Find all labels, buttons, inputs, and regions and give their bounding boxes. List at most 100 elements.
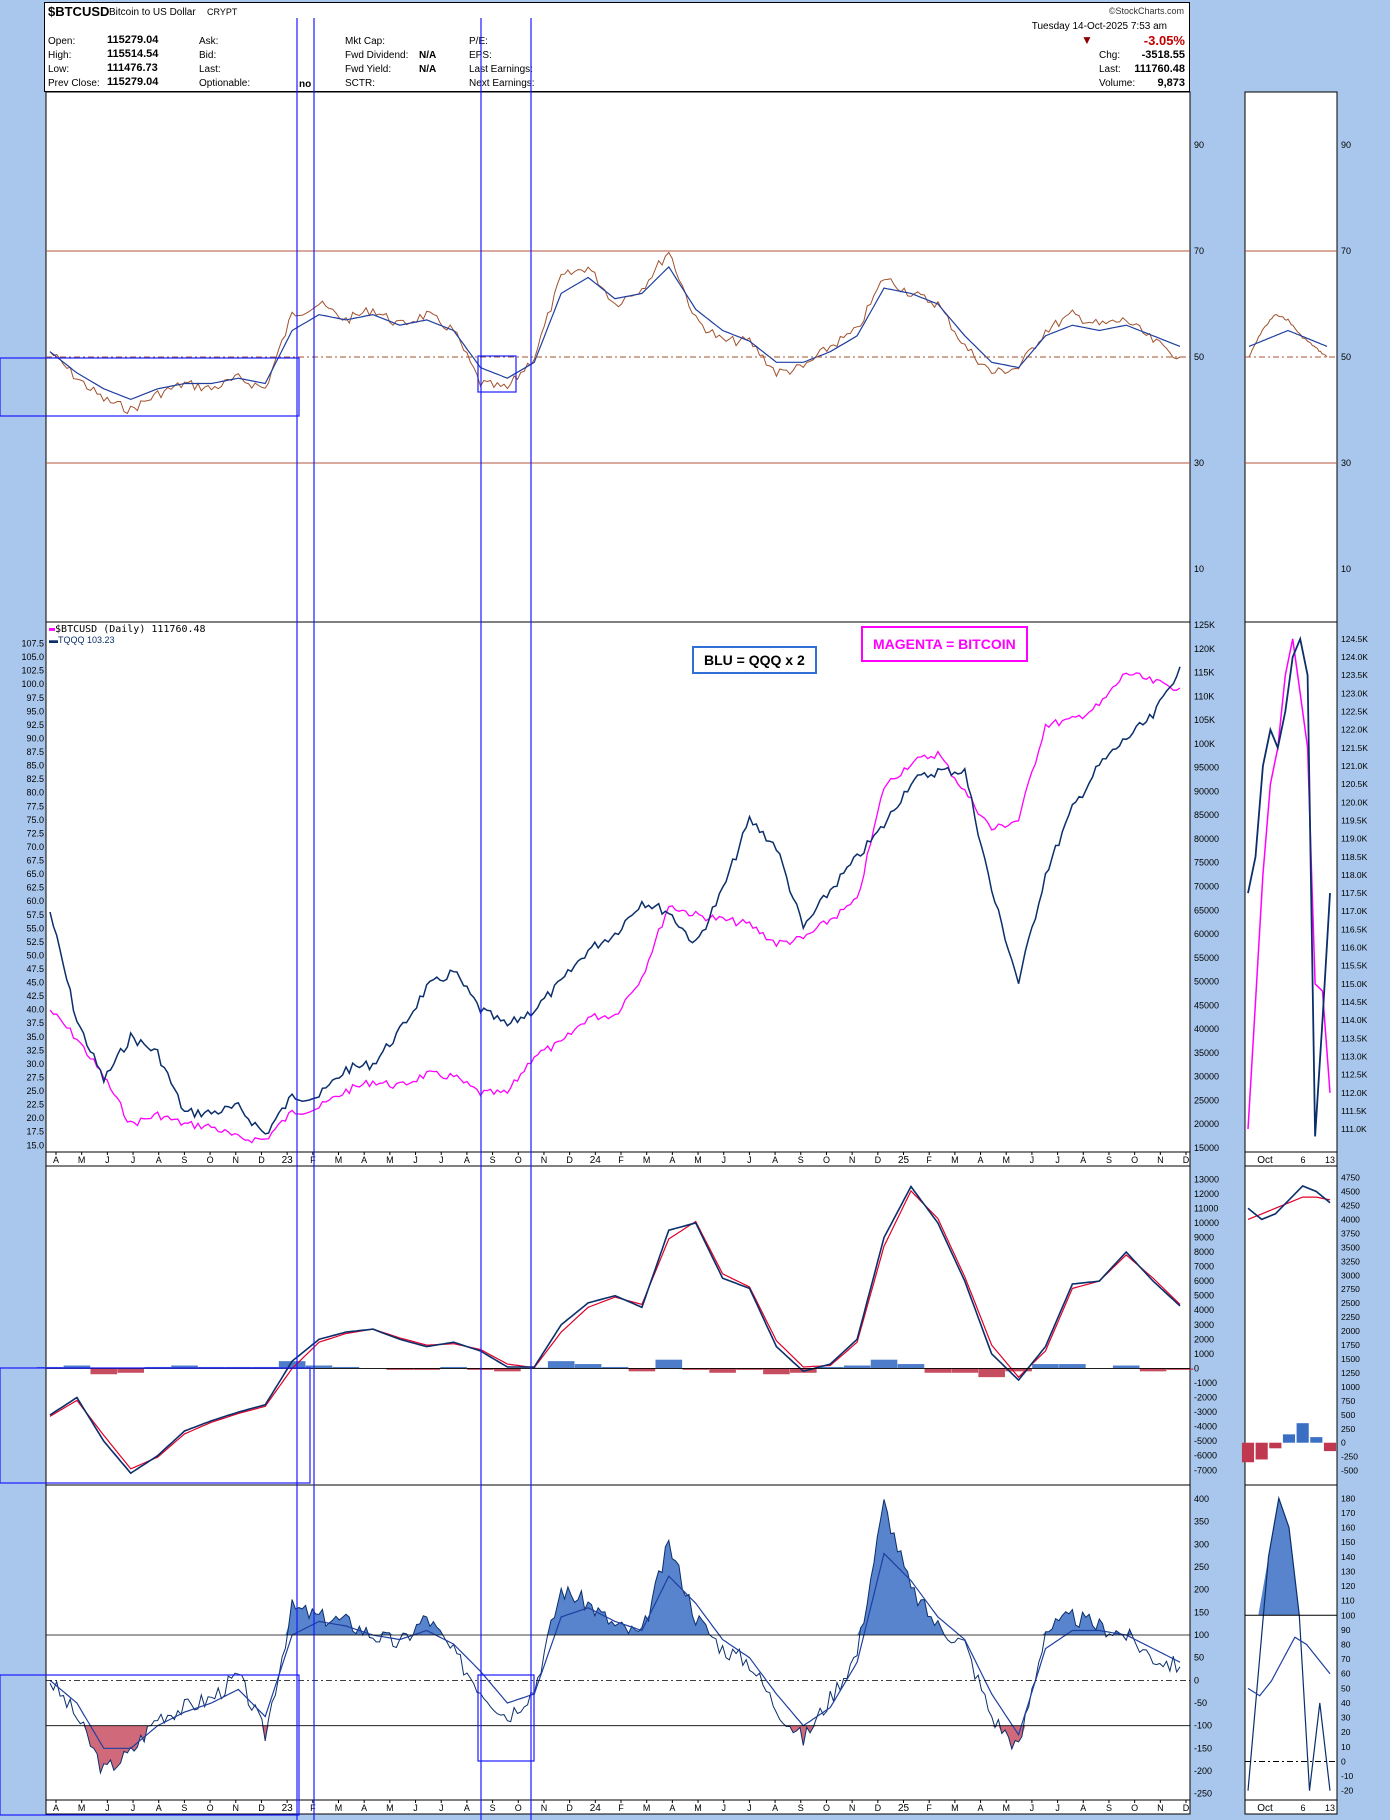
price-x-tick: M bbox=[386, 1155, 394, 1165]
legend-tqqq: ▬TQQQ 103.23 bbox=[49, 635, 115, 645]
cci-x-tick: M bbox=[643, 1803, 651, 1813]
cci-x-tick: M bbox=[1002, 1803, 1010, 1813]
cci-x-tick: O bbox=[1131, 1803, 1138, 1813]
rsi-inset-line bbox=[1248, 314, 1328, 358]
price-inset-tick-label: 112.5K bbox=[1341, 1070, 1368, 1080]
cci-tick-label: 100 bbox=[1194, 1630, 1209, 1640]
price-right-tick-label: 50000 bbox=[1194, 977, 1219, 987]
price-left-tick-label: 45.0 bbox=[26, 978, 44, 988]
price-x-tick: N bbox=[233, 1155, 240, 1165]
cci-inset-tick-label: 50 bbox=[1341, 1683, 1351, 1693]
price-x-tick: A bbox=[156, 1155, 162, 1165]
cci-inset-tick-label: 60 bbox=[1341, 1669, 1351, 1679]
price-left-tick-label: 100.0 bbox=[21, 679, 44, 689]
rsi-ma-line bbox=[49, 265, 1181, 401]
cci-x-tick: D bbox=[566, 1803, 573, 1813]
macd-line bbox=[49, 1184, 1181, 1475]
volume-label: Volume: bbox=[1099, 78, 1136, 89]
cci-inset-x-tick: Oct bbox=[1257, 1803, 1273, 1814]
watermark: ©StockCharts.com bbox=[1108, 6, 1184, 16]
change-percent: -3.05% bbox=[1143, 33, 1185, 48]
cci-inset-tick-label: 70 bbox=[1341, 1654, 1351, 1664]
price-left-tick-label: 97.5 bbox=[26, 693, 44, 703]
macd-tick-label: -3000 bbox=[1194, 1407, 1217, 1417]
price-x-tick: J bbox=[439, 1155, 444, 1165]
price-x-tick: J bbox=[721, 1155, 726, 1165]
price-inset-tick-label: 118.0K bbox=[1341, 870, 1368, 880]
rsi-tick-label: 50 bbox=[1194, 352, 1204, 362]
tqqq-inset-line bbox=[1247, 635, 1331, 1137]
cci-tick-label: 300 bbox=[1194, 1539, 1209, 1549]
macd-tick-label: 5000 bbox=[1194, 1291, 1214, 1301]
legend-btc: ▬$BTCUSD (Daily) 111760.48 bbox=[49, 624, 206, 635]
macd-histogram-bar bbox=[1112, 1365, 1140, 1369]
price-x-tick: N bbox=[541, 1155, 548, 1165]
price-x-tick: D bbox=[566, 1155, 573, 1165]
price-x-tick: A bbox=[53, 1155, 59, 1165]
price-x-tick: M bbox=[951, 1155, 959, 1165]
cci-x-tick: S bbox=[181, 1803, 187, 1813]
macd-inset-tick-label: 2750 bbox=[1341, 1284, 1360, 1294]
price-inset-tick-label: 123.5K bbox=[1341, 670, 1368, 680]
cci-x-tick: F bbox=[926, 1803, 932, 1813]
macd-histogram-bar bbox=[843, 1365, 871, 1369]
macd-histogram-bar bbox=[117, 1368, 145, 1373]
macd-inset-tick-label: 1750 bbox=[1341, 1340, 1360, 1350]
price-left-tick-label: 67.5 bbox=[26, 856, 44, 866]
price-x-tick: A bbox=[361, 1155, 367, 1165]
cci-inset-tick-label: 20 bbox=[1341, 1727, 1351, 1737]
macd-tick-label: -6000 bbox=[1194, 1451, 1217, 1461]
macd-histogram-bar bbox=[1032, 1364, 1059, 1369]
price-right-tick-label: 20000 bbox=[1194, 1119, 1219, 1129]
price-left-tick-label: 22.5 bbox=[26, 1100, 44, 1110]
cci-inset-fill bbox=[1248, 1498, 1330, 1616]
price-x-tick: M bbox=[643, 1155, 651, 1165]
macd-histogram-bar bbox=[574, 1364, 602, 1369]
next-earnings-label: Next Earnings: bbox=[469, 78, 535, 89]
price-right-tick-label: 85000 bbox=[1194, 810, 1219, 820]
ask-label: Ask: bbox=[199, 36, 219, 47]
macd-signal-line bbox=[49, 1189, 1181, 1470]
magenta-annotation: MAGENTA = BITCOIN bbox=[861, 626, 1028, 662]
cci-x-tick: N bbox=[541, 1803, 548, 1813]
macd-histogram-bar bbox=[90, 1368, 118, 1375]
macd-inset-tick-label: 1250 bbox=[1341, 1368, 1360, 1378]
price-inset-tick-label: 116.0K bbox=[1341, 943, 1368, 953]
macd-histogram-bar bbox=[816, 1366, 844, 1369]
cci-inset-tick-label: 160 bbox=[1341, 1523, 1355, 1533]
price-left-tick-label: 37.5 bbox=[26, 1018, 44, 1028]
cci-x-tick: O bbox=[515, 1803, 522, 1813]
chg-value: -3518.55 bbox=[1141, 49, 1185, 61]
cci-inset-tick-label: 40 bbox=[1341, 1698, 1351, 1708]
price-inset-tick-label: 117.5K bbox=[1341, 888, 1368, 898]
price-inset-tick-label: 120.5K bbox=[1341, 779, 1368, 789]
cci-tick-label: 350 bbox=[1194, 1517, 1209, 1527]
cci-inset-tick-label: 80 bbox=[1341, 1640, 1351, 1650]
macd-inset-tick-label: 1500 bbox=[1341, 1354, 1360, 1364]
macd-inset-histogram-bar bbox=[1241, 1442, 1255, 1463]
rsi-tick-label: 30 bbox=[1194, 458, 1204, 468]
last-earnings-label: Last Earnings: bbox=[469, 64, 533, 75]
last-label: Last: bbox=[199, 64, 221, 75]
price-right-tick-label: 25000 bbox=[1194, 1095, 1219, 1105]
price-inset-tick-label: 124.5K bbox=[1341, 634, 1368, 644]
cci-x-tick: M bbox=[694, 1803, 702, 1813]
price-x-tick: N bbox=[1157, 1155, 1164, 1165]
cci-x-tick: 23 bbox=[282, 1803, 294, 1814]
price-right-tick-label: 70000 bbox=[1194, 882, 1219, 892]
legend-btc-label: $BTCUSD (Daily) 111760.48 bbox=[55, 624, 206, 635]
price-right-tick-label: 40000 bbox=[1194, 1024, 1219, 1034]
macd-histogram-bar bbox=[63, 1365, 91, 1369]
chg-label: Chg: bbox=[1099, 50, 1121, 61]
macd-histogram-bar bbox=[870, 1359, 898, 1369]
cci-tick-label: 250 bbox=[1194, 1562, 1209, 1572]
cci-x-tick: F bbox=[618, 1803, 624, 1813]
price-left-tick-label: 50.0 bbox=[26, 950, 44, 960]
macd-histogram-bar bbox=[951, 1368, 979, 1373]
price-right-tick-label: 120K bbox=[1194, 644, 1215, 654]
price-x-tick: F bbox=[926, 1155, 932, 1165]
cci-x-tick: 24 bbox=[590, 1803, 602, 1814]
legend-tqqq-swatch: ▬ bbox=[49, 635, 58, 645]
cci-inset-tick-label: 100 bbox=[1341, 1610, 1355, 1620]
rsi-range-box bbox=[0, 357, 300, 417]
